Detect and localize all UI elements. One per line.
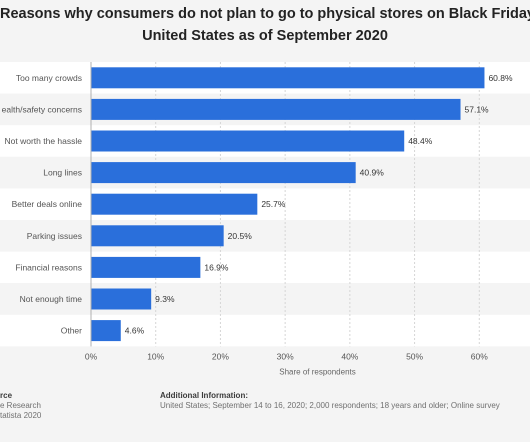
bar	[91, 98, 461, 120]
x-tick-label: 30%	[277, 351, 294, 361]
value-label: 4.6%	[125, 326, 145, 336]
value-label: 25.7%	[261, 199, 286, 209]
category-label: Too many crowds	[16, 73, 82, 83]
category-label: Better deals online	[12, 199, 83, 209]
bar	[91, 288, 152, 310]
additional-info-text: United States; September 14 to 16, 2020;…	[160, 401, 500, 410]
bar	[91, 162, 356, 184]
chart-title: Reasons why consumers do not plan to go …	[0, 3, 530, 47]
source-heading: rce	[0, 391, 13, 400]
value-label: 40.9%	[360, 168, 385, 178]
category-label: Other	[61, 326, 82, 336]
x-tick-label: 60%	[471, 351, 488, 361]
bar	[91, 193, 258, 215]
x-tick-label: 20%	[212, 351, 229, 361]
source-block: rce e Research tatista 2020	[0, 391, 41, 421]
row-band	[0, 188, 530, 220]
x-tick-label: 40%	[341, 351, 358, 361]
value-label: 9.3%	[155, 294, 175, 304]
additional-info-heading: Additional Information:	[160, 391, 248, 400]
bar	[91, 130, 405, 152]
bar	[91, 320, 121, 342]
value-label: 57.1%	[465, 104, 490, 114]
chart-title-line-2: United States as of September 2020	[142, 28, 388, 44]
bar	[91, 67, 485, 89]
x-tick-label: 0%	[85, 351, 98, 361]
additional-info-block: Additional Information: United States; S…	[160, 391, 500, 411]
value-label: 16.9%	[204, 262, 229, 272]
row-band	[0, 314, 530, 347]
source-line-2: tatista 2020	[0, 411, 42, 420]
category-label: Financial reasons	[15, 262, 82, 272]
category-label: Not worth the hassle	[5, 136, 83, 146]
bar	[91, 225, 224, 247]
value-label: 20.5%	[228, 231, 253, 241]
category-label: Long lines	[43, 168, 82, 178]
value-label: 60.8%	[488, 73, 513, 83]
row-band	[0, 251, 530, 284]
chart-title-line-1: Reasons why consumers do not plan to go …	[0, 6, 530, 22]
x-tick-label: 50%	[406, 351, 423, 361]
source-line-1: e Research	[0, 401, 41, 410]
category-label: ealth/safety concerns	[2, 104, 82, 114]
category-label: Parking issues	[27, 231, 82, 241]
row-band	[0, 220, 530, 252]
row-band	[0, 283, 530, 315]
x-axis-title: Share of respondents	[279, 367, 356, 376]
bar	[91, 256, 201, 278]
category-label: Not enough time	[20, 294, 83, 304]
x-tick-label: 10%	[147, 351, 164, 361]
value-label: 48.4%	[408, 136, 433, 146]
